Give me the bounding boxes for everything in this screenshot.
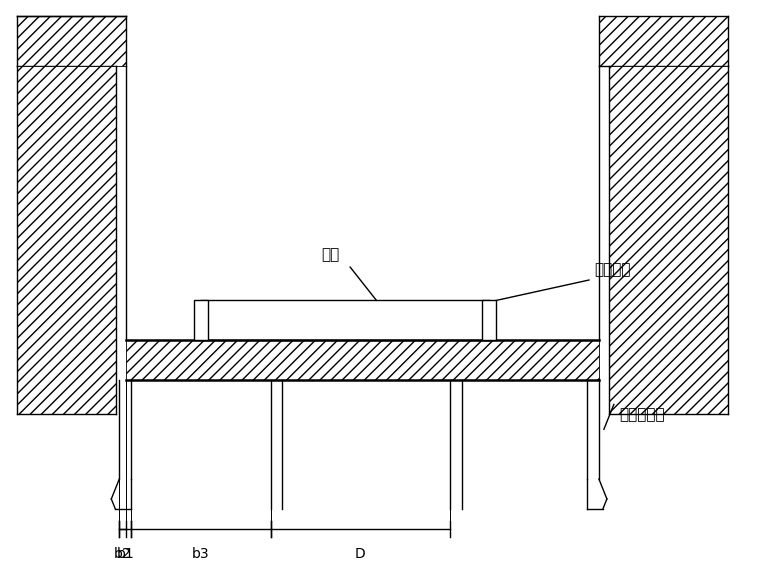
Bar [126, 340, 599, 380]
Text: 基础: 基础 [321, 247, 340, 263]
Text: b2: b2 [114, 547, 131, 561]
Bar [17, 17, 126, 66]
Text: b3: b3 [192, 547, 210, 561]
Bar [609, 66, 728, 414]
Text: b1: b1 [116, 547, 134, 561]
Bar [17, 66, 116, 414]
Bar [599, 17, 728, 66]
Bar [201, 300, 489, 340]
Text: 基础支模: 基础支模 [594, 263, 631, 278]
Bar [194, 300, 207, 340]
Text: D: D [355, 547, 366, 561]
Bar [483, 300, 496, 340]
Text: 钒板桔支撑: 钒板桔支撑 [619, 407, 664, 422]
